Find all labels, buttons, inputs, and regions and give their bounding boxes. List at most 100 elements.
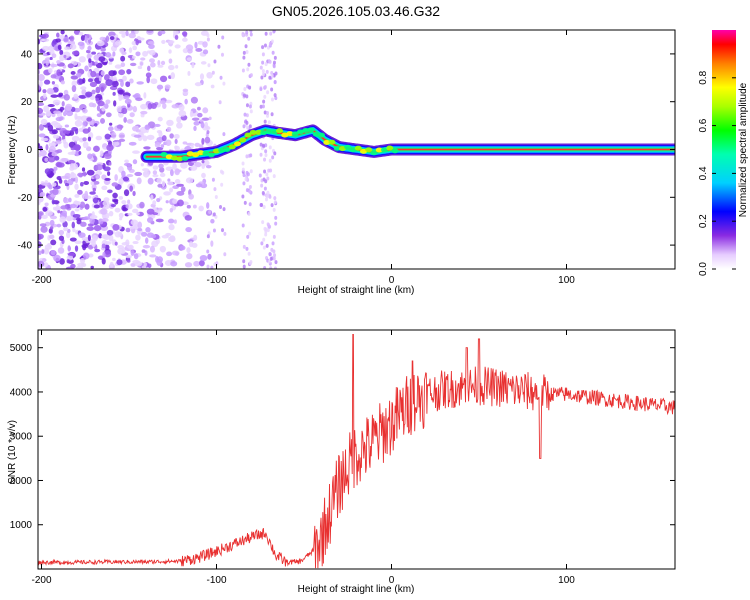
noise-cell [194,161,202,168]
noise-cell [247,62,251,67]
noise-cell [142,244,151,249]
noise-cell [137,221,143,229]
noise-cell [206,130,210,135]
noise-cell [173,133,180,139]
noise-cell [87,126,91,133]
noise-cell [101,234,109,239]
noise-cell [202,107,209,114]
noise-cell [102,200,110,207]
noise-cell [116,259,123,266]
noise-cell [108,210,114,217]
noise-cell [265,69,269,74]
noise-cell [248,189,252,194]
noise-cell [132,190,136,197]
noise-cell [82,171,87,177]
colorbar: 0.0 0.2 0.4 0.6 0.8 Normalized spectral ampl… [698,30,749,276]
noise-cell [248,85,252,90]
noise-cell [243,112,247,117]
noise-cell [243,93,247,98]
noise-cell [268,59,272,64]
noise-cell [271,241,275,246]
noise-cell [87,234,91,242]
noise-cell [157,64,164,68]
noise-cell [140,103,148,110]
noise-cell [149,245,156,253]
noise-cell [64,124,70,128]
noise-cell [80,221,87,227]
noise-cell [70,75,79,80]
colorbar-ticks: 0.0 0.2 0.4 0.6 0.8 [698,70,736,276]
noise-cell [121,241,130,246]
spectrogram-x-ticks: -200 -100 0 100 [31,30,575,286]
noise-cell [186,253,193,260]
noise-cell [245,50,249,55]
spectrogram-y-label: Frequency (Hz) [7,116,18,185]
noise-cell [242,50,246,55]
noise-cell [63,94,70,101]
noise-cell [76,219,82,225]
noise-cell [206,264,210,269]
noise-cell [165,139,172,147]
noise-cell [39,223,47,227]
noise-cell [178,104,185,112]
noise-cell [143,262,147,267]
noise-cell [128,32,136,39]
spectrogram-y-tick-label: -40 [18,241,33,252]
noise-cell [210,265,214,269]
noise-cell [104,241,112,245]
noise-cell [77,262,85,267]
noise-cell [121,107,128,115]
noise-cell [128,47,133,53]
noise-cell [135,38,139,46]
noise-cell [98,56,106,62]
noise-cell [223,252,227,257]
noise-cell [266,176,270,181]
noise-cell [56,32,60,38]
noise-cell [59,106,65,111]
noise-cell [56,149,63,154]
noise-cell [51,152,58,157]
spectrogram-y-tick-label: -20 [18,193,33,204]
noise-cell [78,150,82,156]
noise-cell [267,120,271,125]
noise-cell [88,102,95,108]
noise-cell [90,70,97,78]
noise-cell [168,40,174,47]
noise-cell [270,203,274,208]
noise-cell [171,104,180,109]
noise-cell [39,149,47,157]
noise-cell [202,49,209,55]
noise-cell [266,222,270,227]
noise-cell [270,39,274,44]
noise-cell [101,243,106,249]
snr-x-tick-label: 100 [558,575,575,586]
noise-cell [135,234,141,241]
noise-cell [245,94,249,99]
noise-cell [221,35,225,40]
noise-cell [101,185,108,191]
noise-cell [195,183,203,188]
noise-cell [167,181,174,186]
ridge-blob [360,148,367,154]
noise-cell [132,240,139,245]
noise-cell [84,203,90,210]
noise-cell [263,169,267,174]
noise-cell [150,194,154,201]
noise-cell [262,99,266,104]
noise-cell [64,46,71,51]
noise-cell [201,172,206,179]
noise-cell [51,80,55,85]
ridge-blob [281,132,289,138]
noise-cell [247,212,251,217]
noise-cell [169,187,174,193]
noise-cell [116,124,124,129]
noise-cell [63,226,69,232]
noise-cell [170,261,178,267]
noise-cell [51,53,57,59]
noise-cell [109,122,113,126]
noise-cell [51,129,58,135]
noise-cell [149,58,156,63]
noise-cell [52,99,61,105]
noise-cell [141,249,146,253]
noise-cell [246,67,250,72]
